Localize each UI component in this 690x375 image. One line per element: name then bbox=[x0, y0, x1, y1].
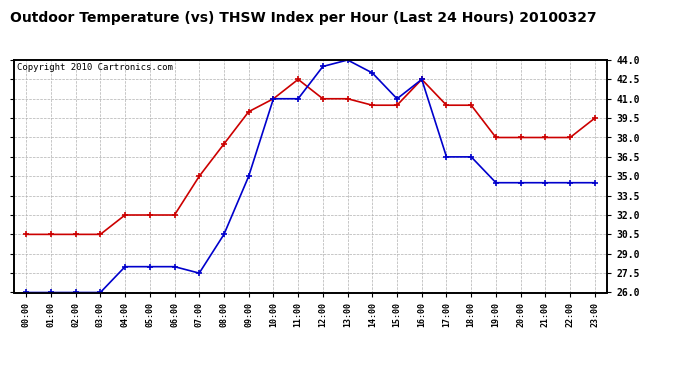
Text: Copyright 2010 Cartronics.com: Copyright 2010 Cartronics.com bbox=[17, 63, 172, 72]
Text: Outdoor Temperature (vs) THSW Index per Hour (Last 24 Hours) 20100327: Outdoor Temperature (vs) THSW Index per … bbox=[10, 11, 597, 25]
